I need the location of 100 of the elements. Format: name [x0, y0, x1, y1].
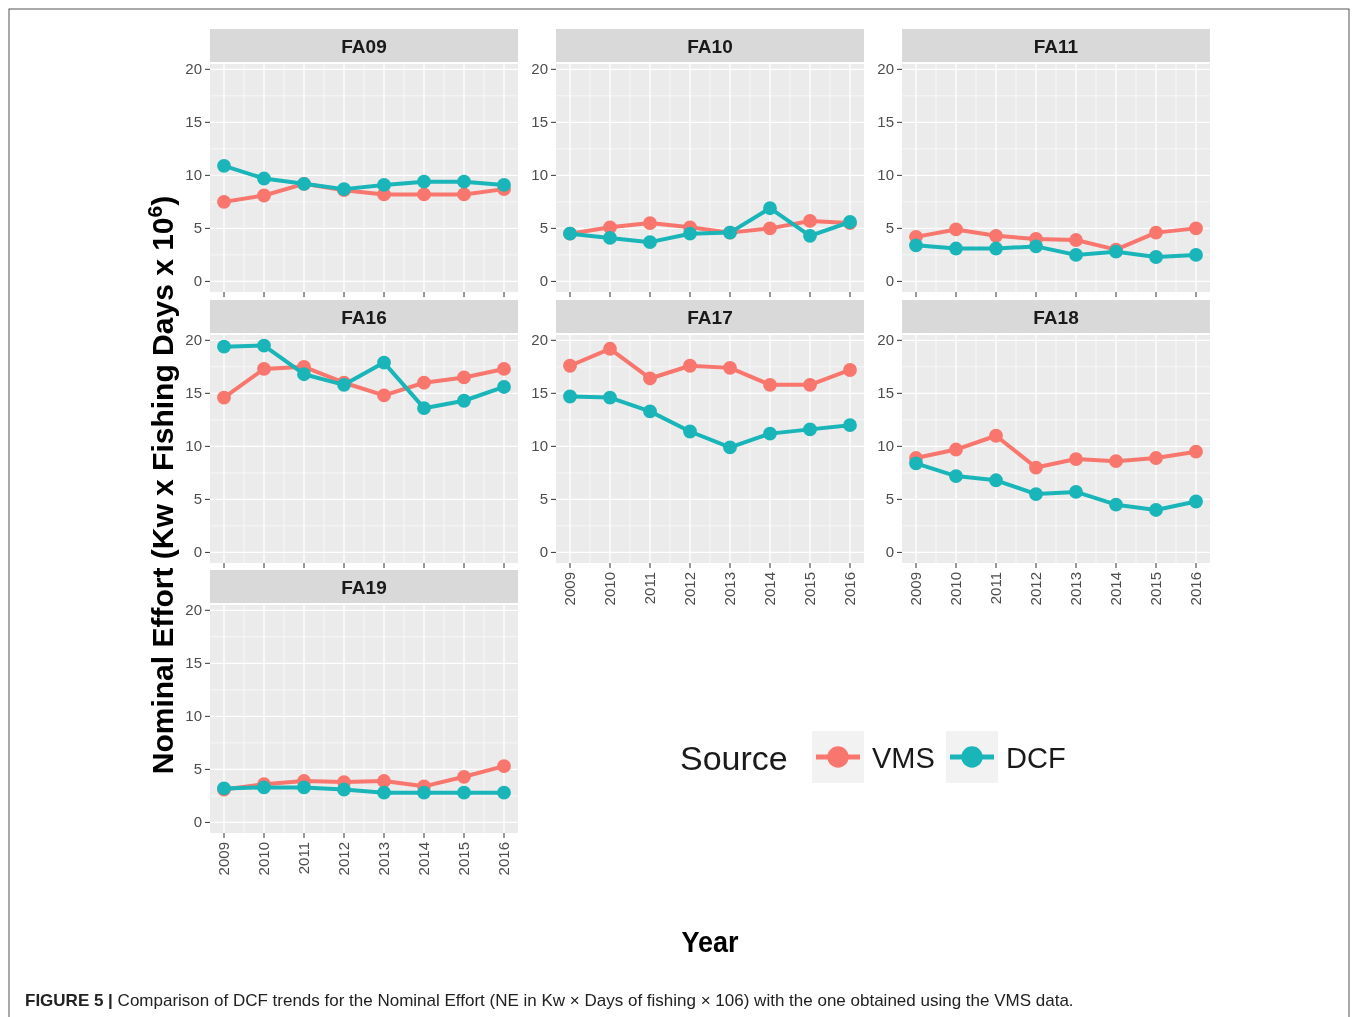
point — [803, 228, 817, 243]
point — [217, 158, 231, 173]
point — [217, 390, 231, 405]
point — [1149, 451, 1163, 465]
point — [337, 782, 351, 797]
point — [417, 785, 431, 800]
x-tick-label: 2013 — [1067, 572, 1084, 606]
x-tick-label: 2009 — [561, 572, 578, 606]
x-tick-label: 2009 — [215, 842, 232, 876]
point — [297, 367, 311, 382]
y-tick-label: 0 — [193, 543, 202, 561]
x-tick-label: 2014 — [1107, 572, 1124, 606]
point — [843, 418, 857, 433]
y-tick-label: 20 — [185, 60, 202, 78]
point — [843, 363, 857, 377]
y-tick-label: 10 — [877, 166, 894, 184]
chart-title: FA10 — [687, 35, 733, 57]
point — [377, 178, 391, 192]
point — [683, 358, 697, 373]
y-tick-label: 10 — [531, 166, 548, 184]
x-tick-label: 2013 — [721, 572, 738, 606]
point — [497, 759, 511, 774]
point — [417, 375, 431, 390]
point — [257, 171, 271, 186]
point — [497, 178, 511, 192]
point — [1029, 460, 1043, 475]
x-tick-label: 2014 — [761, 572, 778, 606]
y-tick-label: 20 — [185, 601, 202, 619]
point — [217, 194, 231, 209]
point — [763, 426, 777, 441]
point — [457, 370, 471, 385]
y-tick-label: 0 — [539, 543, 548, 561]
y-tick-label: 5 — [539, 490, 548, 508]
y-tick-label: 20 — [877, 331, 894, 349]
point — [643, 371, 657, 386]
point — [1189, 247, 1203, 262]
chart-title: FA19 — [341, 576, 387, 598]
point — [1029, 239, 1043, 254]
x-tick-label: 2011 — [641, 572, 658, 605]
x-tick-label: 2014 — [415, 842, 432, 876]
x-tick-label: 2016 — [1187, 572, 1204, 606]
caption: FIGURE 5 | Comparison of DCF trends for the Nominal Effort (NE in Kw × Days of fishing × 106) with the one obtained using the VMS data. — [25, 991, 1074, 1010]
legend-title: Source — [680, 739, 788, 777]
point — [563, 358, 577, 373]
point — [603, 231, 617, 245]
point — [1149, 250, 1163, 264]
point — [457, 393, 471, 408]
point — [603, 390, 617, 405]
point — [949, 469, 963, 483]
point — [1149, 225, 1163, 240]
y-tick-label: 10 — [531, 437, 548, 455]
point — [909, 238, 923, 253]
x-tick-label: 2012 — [335, 842, 352, 876]
point — [417, 187, 431, 202]
point — [457, 769, 471, 784]
point — [497, 362, 511, 376]
chart-title: FA16 — [341, 306, 387, 328]
point — [257, 338, 271, 353]
point — [949, 222, 963, 237]
y-tick-label: 5 — [885, 490, 894, 508]
x-tick-label: 2013 — [375, 842, 392, 876]
point — [643, 404, 657, 419]
point — [1029, 487, 1043, 501]
point — [949, 241, 963, 256]
x-tick-label: 2015 — [1147, 572, 1164, 606]
point — [257, 188, 271, 203]
x-tick-label: 2010 — [255, 842, 272, 876]
y-tick-label: 20 — [531, 331, 548, 349]
point — [989, 428, 1003, 443]
x-tick-label: 2012 — [1027, 572, 1044, 606]
point — [909, 456, 923, 471]
y-tick-label: 5 — [193, 760, 202, 778]
x-tick-label: 2012 — [681, 572, 698, 606]
point — [377, 774, 391, 788]
x-tick-label: 2009 — [907, 572, 924, 606]
y-tick-label: 0 — [193, 813, 202, 831]
point — [763, 377, 777, 392]
y-tick-label: 15 — [185, 113, 202, 131]
y-tick-label: 10 — [185, 707, 202, 725]
x-tick-label: 2015 — [801, 572, 818, 606]
point — [257, 362, 271, 376]
point — [683, 424, 697, 439]
y-tick-label: 15 — [877, 384, 894, 402]
y-tick-label: 20 — [185, 331, 202, 349]
legend-label: DCF — [1006, 742, 1066, 774]
point — [457, 187, 471, 202]
point — [803, 377, 817, 392]
point — [377, 355, 391, 370]
point — [1149, 503, 1163, 517]
point — [1189, 221, 1203, 236]
legend-label: VMS — [872, 742, 935, 774]
y-tick-label: 0 — [885, 543, 894, 561]
chart-title: FA18 — [1033, 306, 1079, 328]
point — [683, 226, 697, 241]
point — [497, 380, 511, 394]
point — [1069, 485, 1083, 499]
point — [1109, 454, 1123, 469]
y-tick-label: 0 — [193, 272, 202, 290]
x-tick-label: 2010 — [947, 572, 964, 606]
point — [1189, 444, 1203, 459]
